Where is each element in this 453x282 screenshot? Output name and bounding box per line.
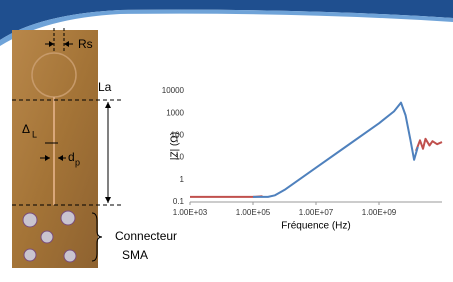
x-tick-label: 1.00E+07 [299,208,334,217]
y-tick-label: 10000 [162,86,185,95]
page: Rs La Δ L d p Connecteur SMA |Z| (Ω) Fré… [0,0,453,282]
rs-label: Rs [78,37,93,51]
y-tick-label: 1 [180,175,185,184]
sma-label: SMA [122,248,148,262]
y-tick-label: 1000 [166,108,184,117]
dp-subscript: p [75,157,80,167]
series-line [253,103,418,197]
y-tick-label: 100 [171,131,185,140]
y-tick-label: 0.1 [173,197,185,206]
x-tick-label: 1.00E+05 [236,208,271,217]
delta-subscript: L [32,129,37,139]
figure: Rs La Δ L d p Connecteur SMA |Z| (Ω) Fré… [0,0,453,282]
x-axis-label: Fréquence (Hz) [281,221,350,232]
la-label: La [98,80,112,94]
x-tick-label: 1.00E+09 [362,208,397,217]
connector-label: Connecteur [115,229,177,243]
y-tick-label: 10 [175,153,184,162]
dp-label: d [68,150,75,164]
x-tick-label: 1.00E+03 [173,208,208,217]
delta-label: Δ [22,122,30,136]
